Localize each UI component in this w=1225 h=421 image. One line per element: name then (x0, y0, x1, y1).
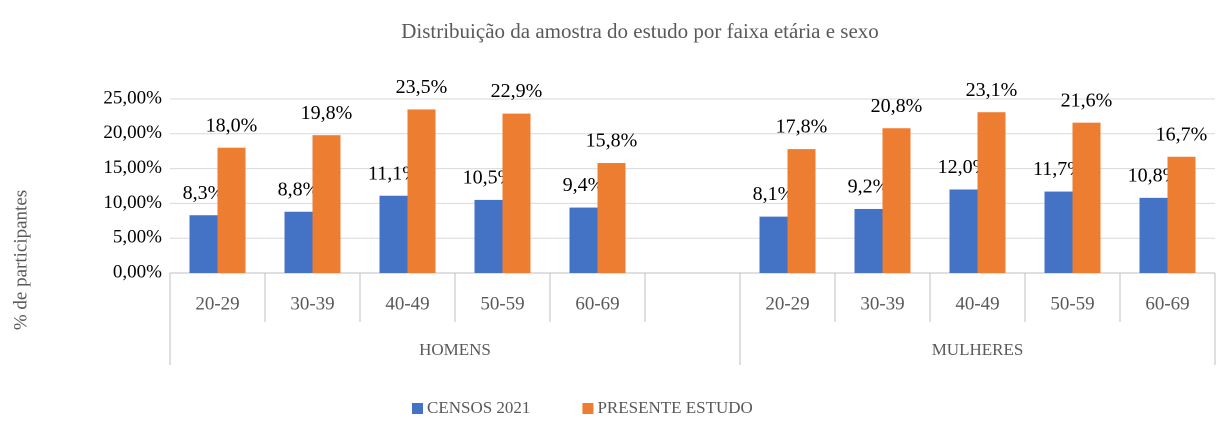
bar (1167, 156, 1196, 273)
x-tick-label: 40-49 (955, 293, 999, 314)
data-label: 12,0% (938, 156, 990, 178)
data-label: 8,8% (278, 178, 320, 200)
bar (569, 207, 598, 273)
y-tick-label: 15,00% (103, 157, 162, 178)
data-label: 8,3% (183, 182, 225, 204)
data-label: 16,7% (1156, 123, 1208, 145)
x-tick-label: 20-29 (195, 293, 239, 314)
data-label: 22,9% (491, 80, 543, 102)
bar (1044, 191, 1073, 273)
legend-swatch (412, 403, 423, 414)
group-label: MULHERES (932, 340, 1024, 359)
group-label: HOMENS (419, 340, 491, 359)
data-label: 23,1% (966, 79, 1018, 101)
data-label: 23,5% (396, 76, 448, 98)
bar (407, 109, 436, 273)
x-tick-label: 30-39 (860, 293, 904, 314)
bar (379, 195, 408, 273)
x-tick-label: 30-39 (290, 293, 334, 314)
x-tick-label: 20-29 (765, 293, 809, 314)
data-label: 19,8% (301, 102, 353, 124)
data-label: 10,8% (1128, 164, 1180, 186)
data-label: 18,0% (206, 114, 258, 136)
bar (189, 215, 218, 273)
x-tick-label: 60-69 (1145, 293, 1189, 314)
data-label: 9,2% (848, 176, 890, 198)
bar (217, 147, 246, 273)
bar (787, 149, 816, 273)
x-tick-label: 50-59 (1050, 293, 1094, 314)
bar (284, 211, 313, 273)
bar (1139, 197, 1168, 273)
x-tick-label: 40-49 (385, 293, 429, 314)
x-tick-label: 60-69 (575, 293, 619, 314)
bar (474, 199, 503, 273)
bar (949, 189, 978, 273)
data-label: 8,1% (753, 183, 795, 205)
y-tick-label: 25,00% (103, 87, 162, 108)
legend-label: PRESENTE ESTUDO (597, 398, 752, 417)
chart-title: Distribuição da amostra do estudo por fa… (401, 19, 879, 43)
legend-swatch (582, 403, 594, 414)
bar (759, 216, 788, 273)
y-axis-label: % de participantes (10, 190, 31, 330)
data-label: 20,8% (871, 95, 923, 117)
data-label: 11,1% (368, 162, 419, 184)
data-label: 10,5% (463, 167, 515, 189)
y-tick-label: 20,00% (103, 122, 162, 143)
bar (1072, 122, 1101, 273)
data-label: 21,6% (1061, 89, 1113, 111)
bar (977, 112, 1006, 273)
bar (502, 113, 531, 273)
y-tick-label: 5,00% (113, 227, 162, 248)
data-label: 15,8% (586, 130, 638, 152)
bar (882, 128, 911, 273)
y-tick-label: 0,00% (113, 261, 162, 282)
data-label: 11,7% (1033, 158, 1084, 180)
bar (312, 135, 341, 273)
data-label: 9,4% (563, 174, 605, 196)
x-tick-label: 50-59 (480, 293, 524, 314)
y-tick-label: 10,00% (103, 192, 162, 213)
bar (854, 208, 883, 273)
legend-label: CENSOS 2021 (427, 398, 530, 417)
bar (597, 163, 626, 273)
data-label: 17,8% (776, 116, 828, 138)
